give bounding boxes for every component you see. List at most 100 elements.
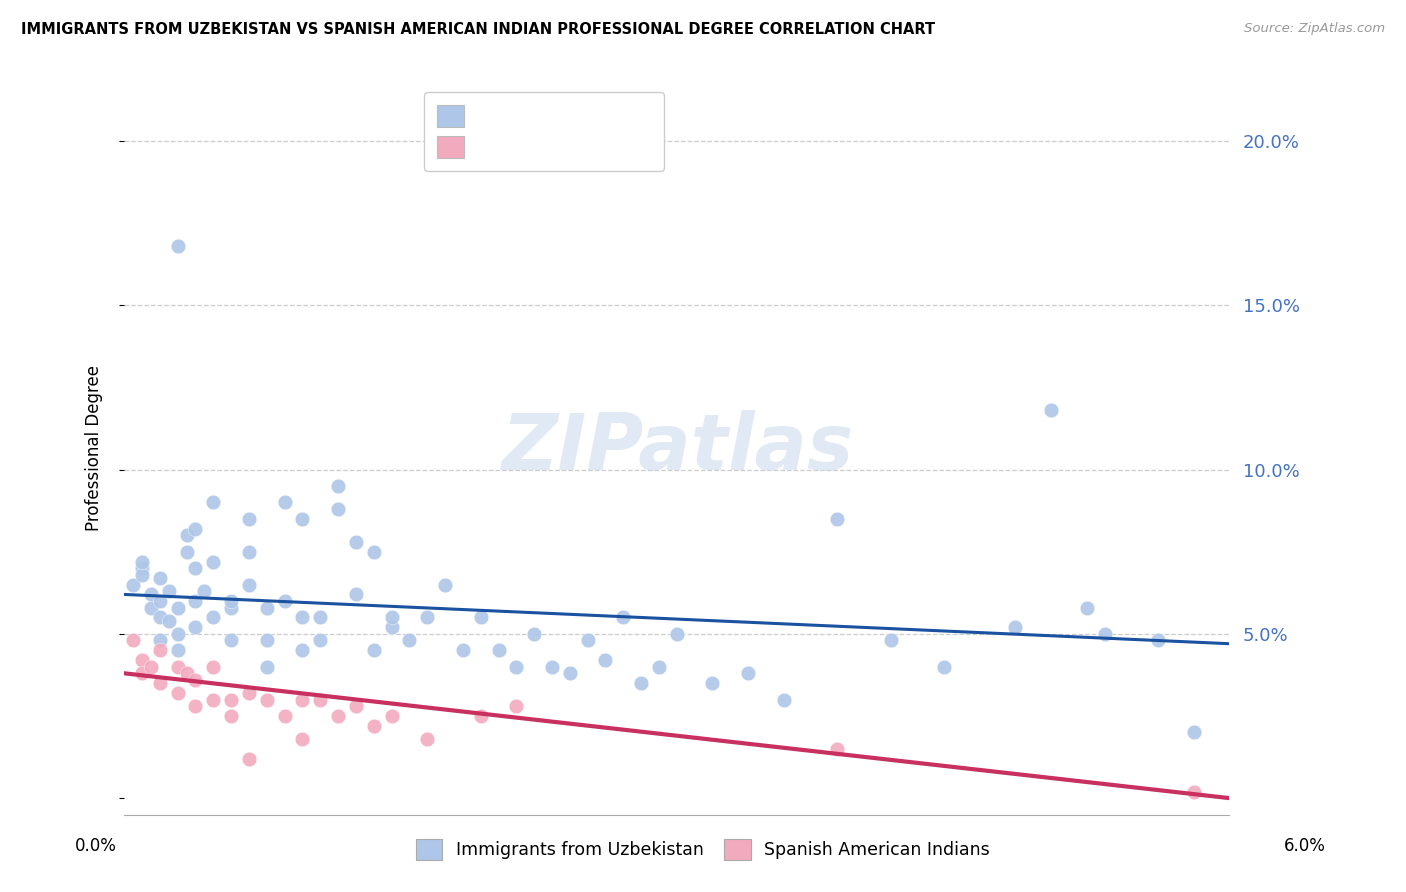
Text: -0.600: -0.600 [520,128,585,146]
Point [149,643,172,657]
Point [451,643,474,657]
Point [238,686,260,700]
Point [558,666,581,681]
Point [595,653,617,667]
Point [344,699,367,714]
Point [238,752,260,766]
Point [139,587,162,601]
Point [176,528,198,542]
Point [184,561,207,575]
Point [541,659,564,673]
Point [291,610,314,624]
Point [470,610,492,624]
Text: Source: ZipAtlas.com: Source: ZipAtlas.com [1244,22,1385,36]
Point [523,627,546,641]
Point [202,610,225,624]
Point [238,577,260,591]
Point [139,659,162,673]
Point [166,686,188,700]
Point [934,659,956,673]
Point [256,659,278,673]
Point [166,643,188,657]
Point [149,633,172,648]
Point [219,692,242,706]
Text: 6.0%: 6.0% [1284,837,1326,855]
Point [363,719,385,733]
Point [166,659,188,673]
Point [309,633,332,648]
Point [202,495,225,509]
Point [193,584,215,599]
Point [1094,627,1116,641]
Point [291,692,314,706]
Point [139,600,162,615]
Point [256,600,278,615]
Point [1147,633,1170,648]
Point [131,555,153,569]
Point [326,709,349,723]
Text: IMMIGRANTS FROM UZBEKISTAN VS SPANISH AMERICAN INDIAN PROFESSIONAL DEGREE CORREL: IMMIGRANTS FROM UZBEKISTAN VS SPANISH AM… [21,22,935,37]
Point [380,709,402,723]
Point [122,577,145,591]
Point [149,594,172,608]
Point [131,561,153,575]
Point [1004,620,1026,634]
Point [184,522,207,536]
Point [612,610,634,624]
Text: R =: R = [495,128,533,146]
Point [380,610,402,624]
Point [344,587,367,601]
Point [648,659,671,673]
Point [665,627,688,641]
Point [184,620,207,634]
Text: R =: R = [495,106,533,124]
Text: N =: N = [562,106,613,124]
Point [273,709,295,723]
Point [238,545,260,559]
Point [184,699,207,714]
Text: 31: 31 [586,128,612,146]
Point [1076,600,1098,615]
Point [202,555,225,569]
Point [434,577,457,591]
Point [176,545,198,559]
Point [772,692,794,706]
Point [702,676,724,690]
Point [273,594,295,608]
Point [363,643,385,657]
Point [309,692,332,706]
Point [576,633,599,648]
Point [202,659,225,673]
Point [149,676,172,690]
Text: 0.0%: 0.0% [75,837,117,855]
Text: 78: 78 [586,106,612,124]
Point [149,571,172,585]
Point [273,495,295,509]
Point [344,534,367,549]
Point [219,594,242,608]
Point [879,633,901,648]
Point [291,731,314,746]
Point [166,239,188,253]
Point [825,742,848,756]
Point [256,692,278,706]
Text: N =: N = [562,128,613,146]
Point [825,512,848,526]
Y-axis label: Professional Degree: Professional Degree [86,365,103,532]
Point [309,610,332,624]
Point [488,643,510,657]
Point [176,666,198,681]
Point [131,567,153,582]
Point [256,633,278,648]
Point [1182,725,1205,739]
Point [122,633,145,648]
Legend:                               ,                               : , [425,93,664,170]
Point [363,545,385,559]
Point [505,699,527,714]
Point [157,614,180,628]
Point [219,600,242,615]
Point [157,584,180,599]
Point [326,479,349,493]
Text: ZIPatlas: ZIPatlas [501,410,853,486]
Point [149,610,172,624]
